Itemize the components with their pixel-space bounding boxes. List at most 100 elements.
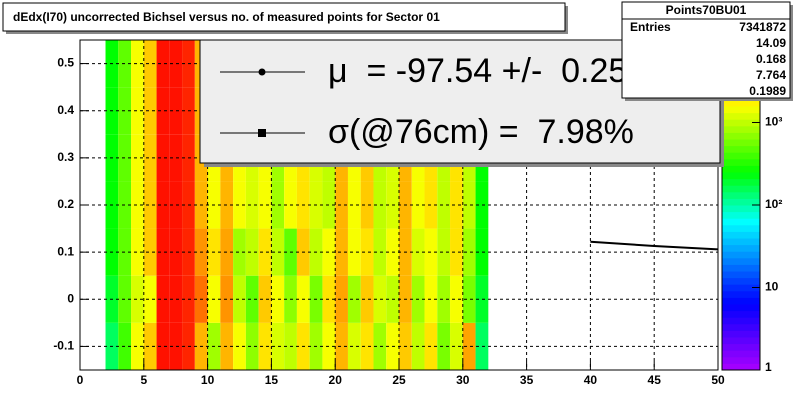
color-bar-segment <box>722 211 760 219</box>
x-tick-label: 0 <box>77 373 84 387</box>
color-bar-segment <box>722 125 760 133</box>
cell <box>335 181 348 229</box>
x-tick-label: 45 <box>648 373 662 387</box>
cell <box>450 275 463 323</box>
axes: 0 5 10 15 20 25 30 35 40 45 50 -0.1 0 0.1 0.2 0.3 0.4 0.5 <box>53 56 725 387</box>
stats-value: 0.168 <box>756 52 786 66</box>
color-bar-segment <box>722 224 760 232</box>
stats-label: Entries <box>630 20 671 34</box>
cell <box>271 322 285 370</box>
color-bar-segment <box>722 99 760 107</box>
cell <box>233 181 246 229</box>
profile <box>590 240 719 251</box>
cell <box>258 228 272 276</box>
x-tick-label: 15 <box>265 373 279 387</box>
color-bar-segment <box>722 191 760 199</box>
cell <box>143 275 157 323</box>
cell <box>143 228 157 276</box>
cell <box>373 181 387 229</box>
cell <box>169 40 183 88</box>
stats-value: 14.09 <box>756 36 786 50</box>
cell <box>169 134 183 182</box>
stats-title: Points70BU01 <box>666 3 747 17</box>
cell <box>475 275 489 323</box>
z-tick-label: 10³ <box>765 115 782 129</box>
color-bar-segment <box>722 337 760 345</box>
color-bar-segment <box>722 119 760 127</box>
z-tick-label: 10 <box>765 280 779 294</box>
color-bar-segment <box>722 238 760 246</box>
color-bar-segment <box>722 231 760 239</box>
cell <box>258 322 272 370</box>
cell <box>131 275 144 323</box>
color-bar-segment <box>722 343 760 351</box>
cell <box>373 228 387 276</box>
cell <box>335 228 348 276</box>
x-tick-label: 25 <box>392 373 406 387</box>
cell <box>347 181 361 229</box>
cell <box>233 275 246 323</box>
color-bar-segment <box>722 145 760 153</box>
cell <box>169 322 183 370</box>
x-tick-label: 10 <box>201 373 215 387</box>
color-bar-segment <box>722 330 760 338</box>
y-tick-label: 0 <box>67 291 74 305</box>
cell <box>156 322 170 370</box>
cell <box>475 181 489 229</box>
cell <box>347 228 361 276</box>
color-bar-segment <box>722 106 760 114</box>
cell <box>271 228 285 276</box>
cell <box>437 275 451 323</box>
cell <box>347 275 361 323</box>
cell <box>233 228 246 276</box>
cell <box>131 322 144 370</box>
cell <box>245 181 259 229</box>
color-bar-segment <box>722 363 760 371</box>
cell <box>245 228 259 276</box>
color-bar-segment <box>722 290 760 298</box>
cell <box>475 228 489 276</box>
legend-text: μ = -97.54 +/- 0.25 % <box>328 52 667 90</box>
cell <box>271 275 285 323</box>
cell <box>131 87 144 135</box>
color-bar-segment <box>722 271 760 279</box>
y-tick-label: 0.2 <box>57 197 74 211</box>
cell <box>156 87 170 135</box>
cell <box>360 181 374 229</box>
cell <box>245 275 259 323</box>
z-tick-label: 10² <box>765 197 782 211</box>
cell <box>462 275 476 323</box>
color-bar-segment <box>722 244 760 252</box>
cell <box>156 181 170 229</box>
cell <box>462 181 476 229</box>
cell <box>271 181 285 229</box>
color-bar-segment <box>722 139 760 147</box>
color-bar-segment <box>722 304 760 312</box>
stats-value: 7341872 <box>739 20 786 34</box>
cell <box>360 322 374 370</box>
color-bar-segment <box>722 310 760 318</box>
legend-text: σ(@76cm) = 7.98% <box>328 113 634 151</box>
stats-values: 14.09 0.168 7.764 0.1989 <box>749 36 786 98</box>
color-bar-segment <box>722 178 760 186</box>
cell <box>143 181 157 229</box>
cell <box>360 275 374 323</box>
cell <box>462 228 476 276</box>
cell <box>169 228 183 276</box>
color-bar-segment <box>722 152 760 160</box>
cell <box>462 322 476 370</box>
cell <box>131 134 144 182</box>
cell <box>131 40 144 88</box>
z-tick-label: 1 <box>765 360 772 374</box>
cell <box>335 275 348 323</box>
stats-box <box>621 1 791 99</box>
legend-marker <box>258 68 266 76</box>
color-bar-segment <box>722 284 760 292</box>
cell <box>143 134 157 182</box>
y-tick-label: 0.5 <box>57 56 74 70</box>
color-bar-segment <box>722 277 760 285</box>
cell <box>450 322 463 370</box>
y-tick-label: 0.4 <box>57 103 74 117</box>
color-bar-segment <box>722 112 760 120</box>
color-bar-segment <box>722 132 760 140</box>
